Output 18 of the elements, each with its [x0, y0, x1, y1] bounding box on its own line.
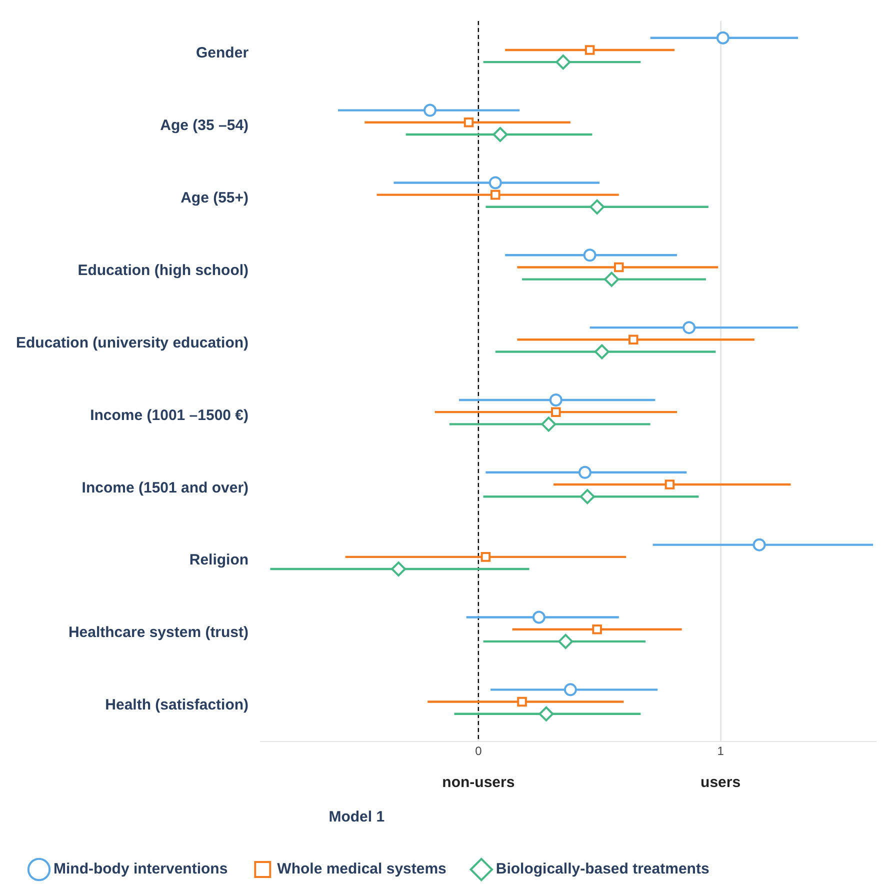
y-tick-label: Religion: [189, 552, 249, 569]
y-tick-label: Gender: [196, 44, 249, 62]
legend-title: Model 1: [328, 808, 385, 826]
y-tick-label: Health (satisfaction): [105, 696, 249, 714]
text: users: [700, 774, 741, 792]
y-tick-label: Age (35 –54): [160, 117, 249, 134]
text: non-users: [442, 774, 515, 792]
legend-label: Mind-body interventions: [54, 860, 228, 878]
legend-label: Whole medical systems: [277, 860, 446, 878]
y-tick-label: Income (1001 –1500 €): [90, 406, 249, 424]
x-tick-label: 1: [717, 744, 724, 758]
y-tick-label: Age (55+): [180, 190, 249, 207]
y-tick-label: Education (university education): [16, 334, 249, 352]
x-tick-label: 0: [475, 744, 482, 758]
legend-label: Biologically-based treatments: [496, 860, 710, 878]
y-tick-label: Healthcare system (trust): [68, 624, 249, 642]
y-tick-label: Income (1501 and over): [82, 479, 249, 496]
y-tick-label: Education (high school): [78, 262, 249, 279]
